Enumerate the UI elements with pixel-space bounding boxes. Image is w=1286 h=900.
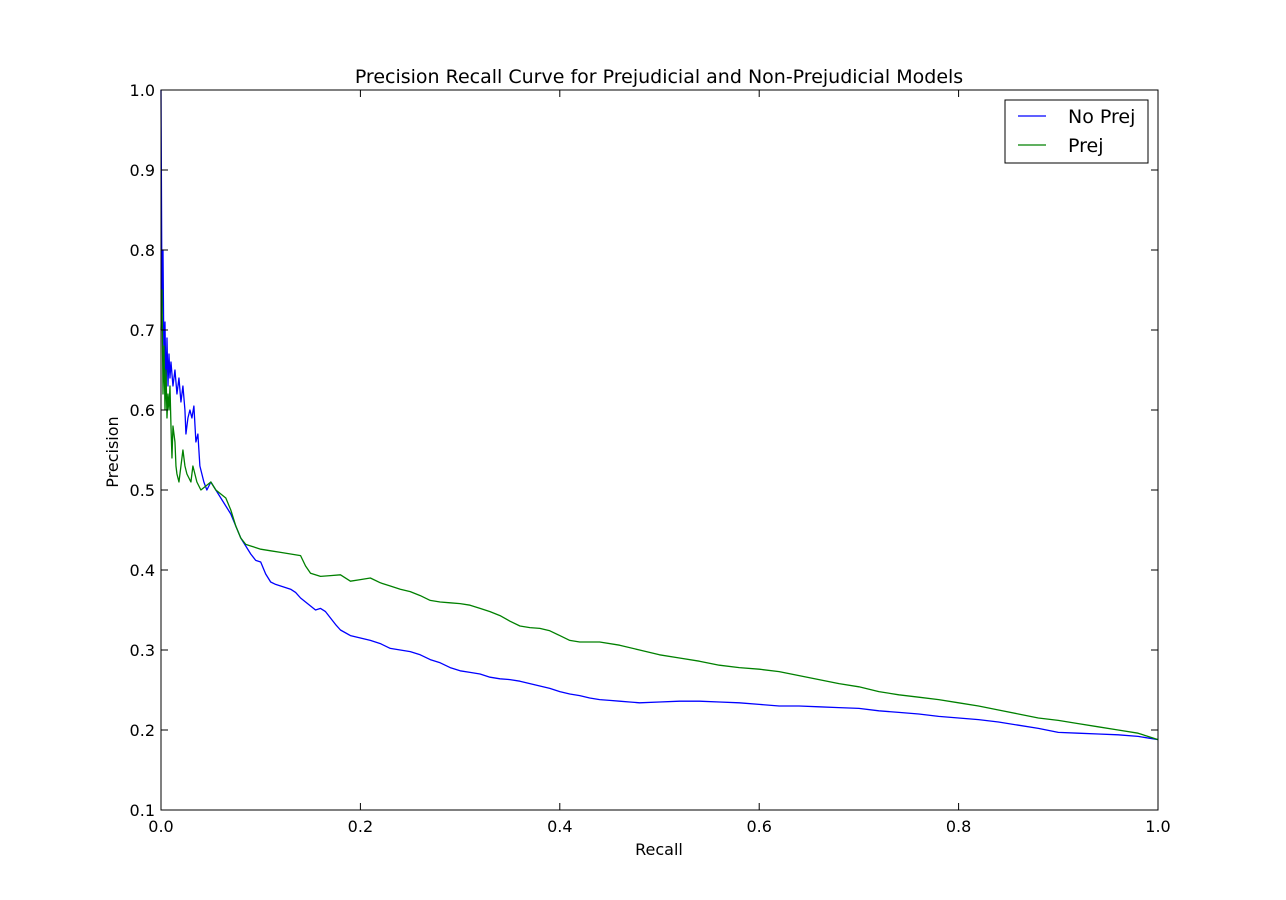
y-tick-label: 0.3 [130, 641, 155, 660]
legend: No Prej Prej [1004, 99, 1149, 164]
legend-label-prej: Prej [1068, 135, 1104, 157]
x-tick-label: 1.0 [1145, 817, 1170, 836]
legend-label-no-prej: No Prej [1068, 106, 1135, 128]
y-tick-label: 1.0 [130, 81, 155, 100]
y-axis-ticks: 0.1 0.2 0.3 0.4 0.5 0.6 0.7 0.8 0.9 1.0 [130, 81, 1158, 820]
series-line-no-prej [160, 89, 1159, 741]
y-tick-label: 0.1 [130, 801, 155, 820]
legend-box [1004, 99, 1149, 164]
x-tick-label: 0.2 [348, 817, 373, 836]
y-tick-label: 0.4 [130, 561, 155, 580]
y-axis-label: Precision [103, 416, 122, 487]
plot-frame [160, 89, 1159, 811]
chart-title: Precision Recall Curve for Prejudicial a… [355, 66, 963, 88]
x-tick-label: 0.4 [547, 817, 572, 836]
y-tick-label: 0.8 [130, 241, 155, 260]
y-tick-label: 0.9 [130, 161, 155, 180]
y-tick-label: 0.7 [130, 321, 155, 340]
series-line-prej [160, 289, 1159, 741]
x-tick-label: 0.0 [148, 817, 173, 836]
x-axis-label: Recall [635, 840, 683, 859]
y-tick-label: 0.5 [130, 481, 155, 500]
y-tick-label: 0.2 [130, 721, 155, 740]
x-tick-label: 0.8 [946, 817, 971, 836]
y-tick-label: 0.6 [130, 401, 155, 420]
x-tick-label: 0.6 [746, 817, 771, 836]
x-axis-ticks: 0.0 0.2 0.4 0.6 0.8 1.0 [148, 90, 1171, 836]
series-layer [160, 89, 1159, 741]
